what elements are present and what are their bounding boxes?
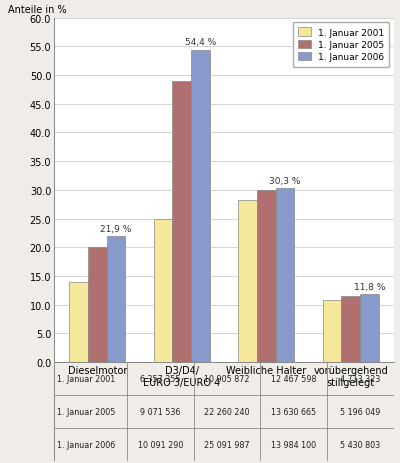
Text: 5 430 803: 5 430 803 bbox=[340, 440, 380, 449]
Bar bbox=[238, 201, 257, 363]
Text: 1. Januar 2005: 1. Januar 2005 bbox=[58, 407, 116, 416]
Text: 54,4 %: 54,4 % bbox=[185, 38, 216, 47]
Bar bbox=[70, 283, 88, 363]
Bar bbox=[360, 295, 378, 363]
Text: 1. Januar 2006: 1. Januar 2006 bbox=[58, 440, 116, 449]
Bar bbox=[191, 50, 210, 363]
Text: 13 630 665: 13 630 665 bbox=[271, 407, 316, 416]
Text: 21,9 %: 21,9 % bbox=[100, 225, 132, 233]
Text: 22 260 240: 22 260 240 bbox=[204, 407, 250, 416]
Text: 13 984 100: 13 984 100 bbox=[271, 440, 316, 449]
Text: 6 357 355: 6 357 355 bbox=[140, 374, 181, 383]
Bar bbox=[323, 300, 341, 363]
Text: 5 196 049: 5 196 049 bbox=[340, 407, 380, 416]
Text: 4 713 323: 4 713 323 bbox=[340, 374, 380, 383]
Bar bbox=[276, 189, 294, 363]
Bar bbox=[172, 81, 191, 363]
Text: 10 091 290: 10 091 290 bbox=[138, 440, 183, 449]
Text: 9 071 536: 9 071 536 bbox=[140, 407, 181, 416]
Text: 12 467 598: 12 467 598 bbox=[271, 374, 316, 383]
Bar bbox=[88, 248, 107, 363]
Legend: 1. Januar 2001, 1. Januar 2005, 1. Januar 2006: 1. Januar 2001, 1. Januar 2005, 1. Janua… bbox=[293, 23, 390, 68]
Text: 30,3 %: 30,3 % bbox=[269, 176, 300, 185]
Bar bbox=[341, 296, 360, 363]
Text: 25 091 987: 25 091 987 bbox=[204, 440, 250, 449]
Bar bbox=[154, 220, 172, 363]
Text: Anteile in %: Anteile in % bbox=[8, 5, 67, 15]
Bar bbox=[257, 190, 276, 363]
Text: 1. Januar 2001: 1. Januar 2001 bbox=[58, 374, 116, 383]
Text: 11,8 %: 11,8 % bbox=[354, 282, 385, 291]
Text: 10 905 872: 10 905 872 bbox=[204, 374, 250, 383]
Bar bbox=[107, 237, 125, 363]
